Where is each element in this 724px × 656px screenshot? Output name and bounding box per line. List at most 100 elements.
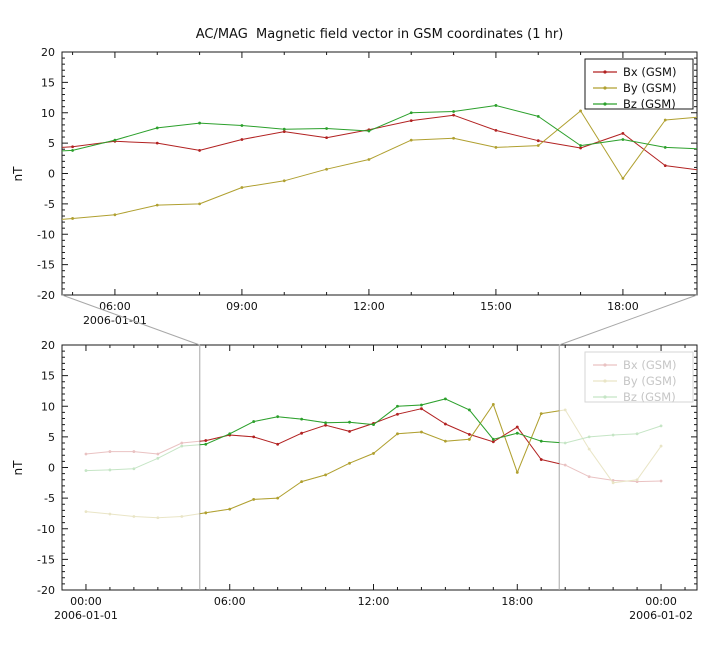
data-point-bx-gsm [467,433,471,436]
series-full [62,104,709,220]
legend-marker [603,379,607,383]
data-point-bx-gsm [452,113,455,117]
x-tick-label: 12:00 [358,595,390,608]
data-point-bx-gsm [300,431,304,435]
panel-detail: 06:00 09:00 12:00 15:00 18:00 2006-01-01 -20 -1… [37,46,709,327]
data-point-bx-gsm [108,450,112,453]
legend-entry-by-gsm: By (GSM) [593,374,676,388]
data-point-bx-gsm [156,452,160,456]
data-point-bz-gsm [276,415,280,419]
data-point-by-gsm [515,471,519,474]
y-tick-label: 5 [48,431,55,444]
y-tick-label: 5 [48,137,55,150]
data-point-by-gsm [155,203,159,207]
data-point-by-gsm [198,202,201,206]
data-point-bz-gsm [443,397,447,401]
data-point-by-gsm [587,447,591,451]
data-point-bx-gsm [659,479,663,483]
y-tick-label: 15 [41,76,55,89]
data-point-by-gsm [494,145,498,149]
data-point-bz-gsm [282,127,286,131]
data-point-by-gsm [579,109,582,113]
data-point-bx-gsm [325,136,328,140]
data-point-bx-gsm [706,170,709,173]
legend-frame [584,58,694,110]
data-point-bx-gsm [155,141,159,145]
y-tick-label: 10 [41,400,55,413]
data-point-bz-gsm [108,468,112,472]
legend-marker [603,70,607,74]
zoom-connector-right [559,294,698,346]
data-point-bz-gsm [228,432,232,436]
legend-entry-bx-gsm: Bx (GSM) [593,358,676,372]
data-point-by-gsm [452,136,455,140]
y-tick-label: -15 [37,553,55,566]
data-point-by-gsm [372,452,375,455]
x-tick-label: 12:00 [353,300,385,313]
y-tick-label: -15 [37,259,55,272]
data-point-by-gsm [367,158,371,161]
legend-label: Bz (GSM) [623,390,676,404]
data-point-bz-gsm [635,432,639,436]
legend-marker [603,395,607,399]
data-point-bz-gsm [587,435,591,439]
data-point-by-gsm [204,511,208,515]
series-line-by-gsm [199,403,560,515]
data-point-by-gsm [84,510,88,513]
y-tick-label: 20 [41,46,55,59]
data-point-bx-gsm [635,480,639,483]
data-point-by-gsm [491,403,495,406]
data-point-bx-gsm [409,119,413,123]
data-point-by-gsm [348,461,351,465]
date-label: 2006-01-01 [54,609,118,622]
y-tick-label: 10 [41,107,55,120]
data-point-by-gsm [113,213,117,217]
data-point-by-gsm [228,507,232,511]
data-point-bz-gsm [300,417,304,421]
data-point-bz-gsm [204,442,208,446]
data-point-by-gsm [706,115,709,118]
data-point-bx-gsm [443,422,447,426]
data-point-bz-gsm [467,408,471,412]
legend-entry-bz-gsm: Bz (GSM) [593,97,676,111]
data-point-bz-gsm [491,437,495,441]
data-point-bz-gsm [536,114,540,118]
y-tick-label: -10 [37,523,55,536]
data-point-bx-gsm [536,139,540,143]
series-line-bz-gsm [199,398,560,446]
data-point-by-gsm [300,480,304,483]
data-point-bx-gsm [539,458,543,461]
data-point-by-gsm [635,478,639,482]
legend-context: Bx (GSM) By (GSM) Bz (GSM) [584,351,694,404]
data-point-bz-gsm [372,423,375,427]
series-line-by-gsm [62,110,697,220]
data-point-by-gsm [276,496,280,500]
legend-label: By (GSM) [623,374,676,388]
data-point-by-gsm [156,516,160,520]
data-point-bz-gsm [156,456,160,460]
data-point-bz-gsm [84,469,88,472]
series-line-by-gsm [85,403,662,519]
data-point-bz-gsm [539,439,543,443]
data-point-bx-gsm [324,423,327,427]
data-point-bx-gsm [396,412,399,416]
data-point-by-gsm [611,481,615,485]
data-point-bx-gsm [282,130,286,133]
date-label: 2006-01-02 [629,609,693,622]
legend-label: By (GSM) [623,81,676,95]
data-point-by-gsm [563,408,567,412]
data-point-bz-gsm [494,104,498,107]
y-tick-label: -20 [37,584,55,597]
data-point-by-gsm [252,497,256,501]
data-point-bz-gsm [325,127,328,130]
data-point-bx-gsm [563,463,567,467]
data-point-by-gsm [663,118,667,122]
legend-label: Bx (GSM) [623,65,676,79]
y-tick-label: -5 [44,198,55,211]
data-point-bx-gsm [71,145,74,149]
data-point-by-gsm [539,412,543,415]
legend-entry-by-gsm: By (GSM) [593,81,676,95]
legend-detail: Bx (GSM) By (GSM) Bz (GSM) [584,58,694,111]
